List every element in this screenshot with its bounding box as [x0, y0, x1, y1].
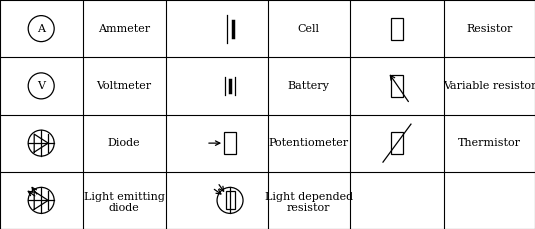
Bar — [226, 191, 234, 209]
Text: Diode: Diode — [108, 138, 140, 148]
Text: Cell: Cell — [297, 24, 320, 34]
Text: Potentiometer: Potentiometer — [269, 138, 349, 148]
Text: Variable resistor: Variable resistor — [443, 81, 535, 91]
Bar — [391, 132, 403, 154]
Bar — [391, 18, 403, 40]
Text: A: A — [37, 24, 45, 34]
Text: Resistor: Resistor — [467, 24, 513, 34]
Text: V: V — [37, 81, 45, 91]
Text: Ammeter: Ammeter — [98, 24, 150, 34]
Text: Thermistor: Thermistor — [458, 138, 521, 148]
Text: Battery: Battery — [288, 81, 330, 91]
Text: Light depended
resistor: Light depended resistor — [265, 192, 353, 213]
Text: Voltmeter: Voltmeter — [96, 81, 152, 91]
Bar — [391, 75, 403, 97]
Text: Light emitting
diode: Light emitting diode — [83, 192, 165, 213]
Bar — [224, 132, 236, 154]
